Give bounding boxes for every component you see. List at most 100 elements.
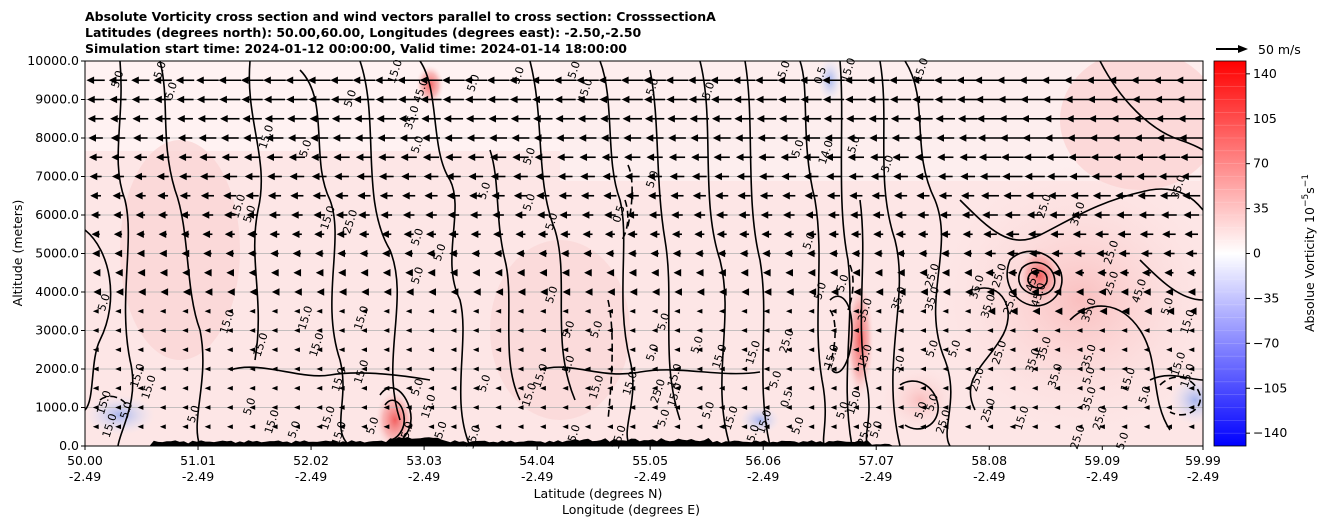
wind-vector [472, 308, 479, 314]
contour-label: 5.0 [1080, 365, 1098, 386]
wind-vector-head [220, 114, 228, 123]
wind-vector [562, 424, 569, 430]
wind-vector [517, 366, 524, 372]
wind-vector-head [382, 249, 390, 258]
wind-vector [361, 405, 367, 410]
wind-vector [830, 366, 837, 372]
wind-vector-head [115, 288, 124, 296]
wind-vector [271, 308, 278, 314]
wind-vector-head [403, 230, 412, 239]
wind-vector-head [1120, 288, 1129, 296]
wind-vector-head [939, 211, 948, 219]
wind-vector-head [540, 288, 548, 296]
colorbar-tick-label: −70 [1253, 335, 1279, 350]
y-tick-label: 4000.0 [35, 284, 79, 299]
wind-vector [920, 405, 926, 410]
wind-vector [495, 328, 502, 333]
wind-vector-head [311, 153, 319, 162]
wind-vector-head [1139, 230, 1148, 239]
y-tick-label: 9000.0 [35, 92, 79, 107]
wind-vector [897, 424, 904, 430]
wind-vector-head [936, 134, 945, 142]
wind-vector [1031, 366, 1038, 372]
wind-vector-head [1121, 307, 1130, 316]
wind-vector [942, 328, 949, 333]
wind-vector [674, 347, 681, 353]
wind-vector [853, 405, 859, 410]
contour-label: 5.0 [520, 146, 538, 167]
contour-label: 5.0 [241, 396, 259, 417]
wind-vector [674, 405, 681, 410]
wind-vector-head [307, 76, 316, 85]
wind-vector-head [986, 288, 995, 296]
contour-label: 5.0 [409, 377, 427, 398]
wind-vector-head [426, 249, 435, 258]
wind-vector [1031, 347, 1038, 353]
wind-vector [942, 385, 949, 391]
wind-vector-head [557, 153, 565, 162]
wind-vector-head [561, 268, 570, 277]
wind-vector [316, 405, 323, 410]
wind-vector-head [823, 95, 831, 104]
wind-vector-head [1091, 172, 1100, 181]
wind-vector [428, 405, 435, 410]
wind-vector-head [531, 76, 540, 85]
wind-vector [875, 385, 882, 391]
wind-vector [964, 308, 971, 314]
wind-vector [808, 405, 815, 410]
wind-vector-head [580, 172, 588, 181]
wind-vector-head [1053, 288, 1062, 296]
wind-vector [1099, 347, 1105, 353]
wind-vector-head [358, 230, 367, 239]
wind-vector [271, 328, 278, 333]
wind-vector-head [963, 249, 972, 258]
wind-vector-head [782, 191, 790, 200]
wind-vector-head [1109, 95, 1118, 104]
wind-vector-head [741, 288, 750, 296]
wind-vector-head [671, 230, 680, 239]
wind-vector [383, 308, 390, 314]
wind-vector-head [428, 288, 437, 296]
wind-vector-head [800, 95, 809, 104]
wind-vector [472, 424, 479, 430]
wind-vector [1188, 385, 1195, 391]
wind-vector-head [397, 76, 406, 85]
terrain [85, 437, 1203, 446]
wind-vector-head [674, 288, 682, 296]
wind-vector [450, 347, 457, 353]
wind-vector-head [584, 268, 592, 277]
wind-vector [920, 328, 926, 333]
wind-vector-head [554, 95, 563, 104]
wind-vector [1143, 328, 1150, 333]
wind-vector [249, 308, 256, 314]
wind-vector [405, 328, 412, 333]
wind-vector [159, 308, 166, 314]
wind-vector-head [1188, 307, 1197, 316]
wind-vector-head [733, 95, 742, 104]
wind-vector [226, 366, 233, 372]
wind-vector-head [201, 211, 210, 219]
wind-vector [338, 328, 345, 333]
wind-vector-head [270, 249, 278, 258]
wind-vector-head [1116, 211, 1124, 219]
wind-vector-head [1066, 114, 1074, 123]
wind-vector [964, 328, 971, 333]
wind-vector-head [312, 191, 321, 200]
wind-vector [182, 424, 189, 430]
wind-vector-head [442, 76, 450, 85]
wind-vector-head [1070, 191, 1079, 200]
contour-label: 5.0 [834, 273, 852, 294]
wind-vector-head [218, 76, 227, 85]
wind-vector-head [291, 211, 299, 219]
contour-label: 5.0 [476, 373, 494, 394]
wind-vector-head [1004, 211, 1013, 219]
wind-vector [204, 385, 211, 391]
wind-vector-head [1052, 268, 1061, 277]
wind-vector [540, 347, 546, 353]
wind-vector-head [985, 268, 994, 277]
wind-vector [808, 424, 815, 430]
wind-vector [741, 405, 748, 410]
wind-vector-head [267, 191, 276, 200]
wind-vector-head [244, 153, 252, 162]
wind-vector-head [959, 153, 968, 162]
